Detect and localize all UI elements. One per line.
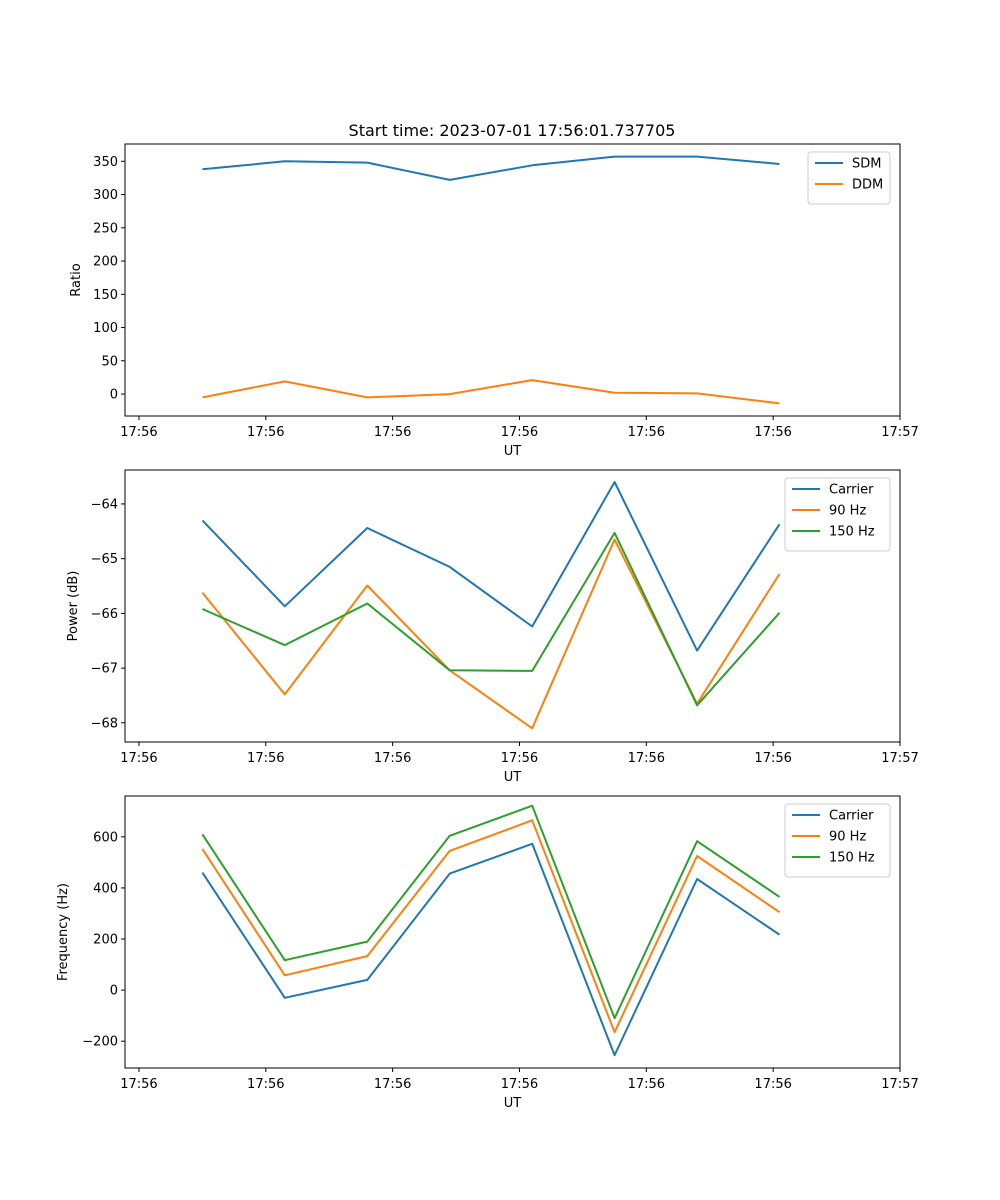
axes-frame xyxy=(124,795,901,1069)
x-tick-label: 17:56 xyxy=(120,751,157,766)
x-tick-label: 17:56 xyxy=(247,1077,284,1092)
y-tick-label: −67 xyxy=(91,662,118,677)
legend-label: SDM xyxy=(852,157,881,172)
axes-frame xyxy=(124,469,901,743)
x-tick-label: 17:56 xyxy=(754,425,791,440)
x-tick-label: 17:56 xyxy=(628,751,665,766)
series-line-ddm xyxy=(202,379,780,405)
series-line-carrier xyxy=(201,481,781,652)
y-tick-label: 0 xyxy=(110,388,118,403)
x-tick-label: 17:56 xyxy=(374,751,411,766)
y-tick-label: −64 xyxy=(91,497,118,512)
y-tick-label: 400 xyxy=(93,881,118,896)
y-tick-label: 200 xyxy=(93,255,118,270)
series-line-90-hz xyxy=(201,819,781,1034)
series-line-carrier xyxy=(201,842,781,1057)
series-line-150-hz xyxy=(201,804,781,1020)
x-tick-label: 17:56 xyxy=(247,425,284,440)
x-tick-label: 17:56 xyxy=(120,425,157,440)
y-axis-label: Ratio xyxy=(69,263,84,296)
x-axis-label: UT xyxy=(504,1096,522,1111)
y-tick-label: 350 xyxy=(93,155,118,170)
x-tick-label: 17:56 xyxy=(628,425,665,440)
y-tick-label: 200 xyxy=(93,933,118,948)
x-tick-label: 17:56 xyxy=(628,1077,665,1092)
panel-1: 17:56 17:56 17:56 17:56 17:56 17:56 17:57 0 50 10… xyxy=(69,143,919,459)
y-tick-label: −66 xyxy=(91,607,118,622)
legend-label: Carrier xyxy=(829,809,874,824)
x-tick-label: 17:56 xyxy=(501,751,538,766)
legend-label: 90 Hz xyxy=(829,830,866,845)
axes-frame xyxy=(124,143,901,417)
y-tick-label: 100 xyxy=(93,321,118,336)
y-tick-label: 600 xyxy=(93,830,118,845)
y-tick-label: −65 xyxy=(91,552,118,567)
x-tick-label: 17:56 xyxy=(374,425,411,440)
legend-label: DDM xyxy=(852,178,883,193)
x-tick-label: 17:56 xyxy=(754,751,791,766)
panels: 17:56 17:56 17:56 17:56 17:56 17:56 17:57 0 50 10… xyxy=(56,143,919,1111)
series-line-90-hz xyxy=(201,538,781,730)
y-tick-label: −200 xyxy=(82,1035,118,1050)
x-tick-label: 17:57 xyxy=(881,1077,918,1092)
legend-box xyxy=(807,151,891,205)
legend: Carrier 90 Hz 150 Hz xyxy=(784,477,891,552)
y-tick-label: 300 xyxy=(93,188,118,203)
panel-3: 17:56 17:56 17:56 17:56 17:56 17:56 17:57 −200 0… xyxy=(56,795,919,1111)
x-tick-label: 17:57 xyxy=(881,751,918,766)
x-tick-label: 17:56 xyxy=(120,1077,157,1092)
x-tick-label: 17:56 xyxy=(247,751,284,766)
y-axis-label: Frequency (Hz) xyxy=(56,883,71,981)
legend-label: 150 Hz xyxy=(829,851,875,866)
y-tick-label: 50 xyxy=(101,354,118,369)
legend-label: 90 Hz xyxy=(829,504,866,519)
legend-box xyxy=(784,477,891,552)
legend-label: Carrier xyxy=(829,483,874,498)
legend-label: 150 Hz xyxy=(829,525,875,540)
x-tick-label: 17:56 xyxy=(501,1077,538,1092)
x-axis-label: UT xyxy=(504,770,522,785)
x-tick-label: 17:56 xyxy=(754,1077,791,1092)
legend: Carrier 90 Hz 150 Hz xyxy=(784,803,891,878)
y-tick-label: 150 xyxy=(93,288,118,303)
series-line-150-hz xyxy=(201,531,781,707)
legend-box xyxy=(784,803,891,878)
series-line-sdm xyxy=(202,155,780,181)
panel-2: 17:56 17:56 17:56 17:56 17:56 17:56 17:57 −68 −6… xyxy=(66,469,919,785)
legend: SDM DDM xyxy=(807,151,891,205)
figure-title: Start time: 2023-07-01 17:56:01.737705 xyxy=(349,121,676,140)
y-axis-label: Power (dB) xyxy=(66,571,81,642)
y-tick-label: 0 xyxy=(110,984,118,999)
x-tick-label: 17:57 xyxy=(881,425,918,440)
x-axis-label: UT xyxy=(504,444,522,459)
x-tick-label: 17:56 xyxy=(501,425,538,440)
y-tick-label: −68 xyxy=(91,716,118,731)
x-tick-label: 17:56 xyxy=(374,1077,411,1092)
y-tick-label: 250 xyxy=(93,221,118,236)
